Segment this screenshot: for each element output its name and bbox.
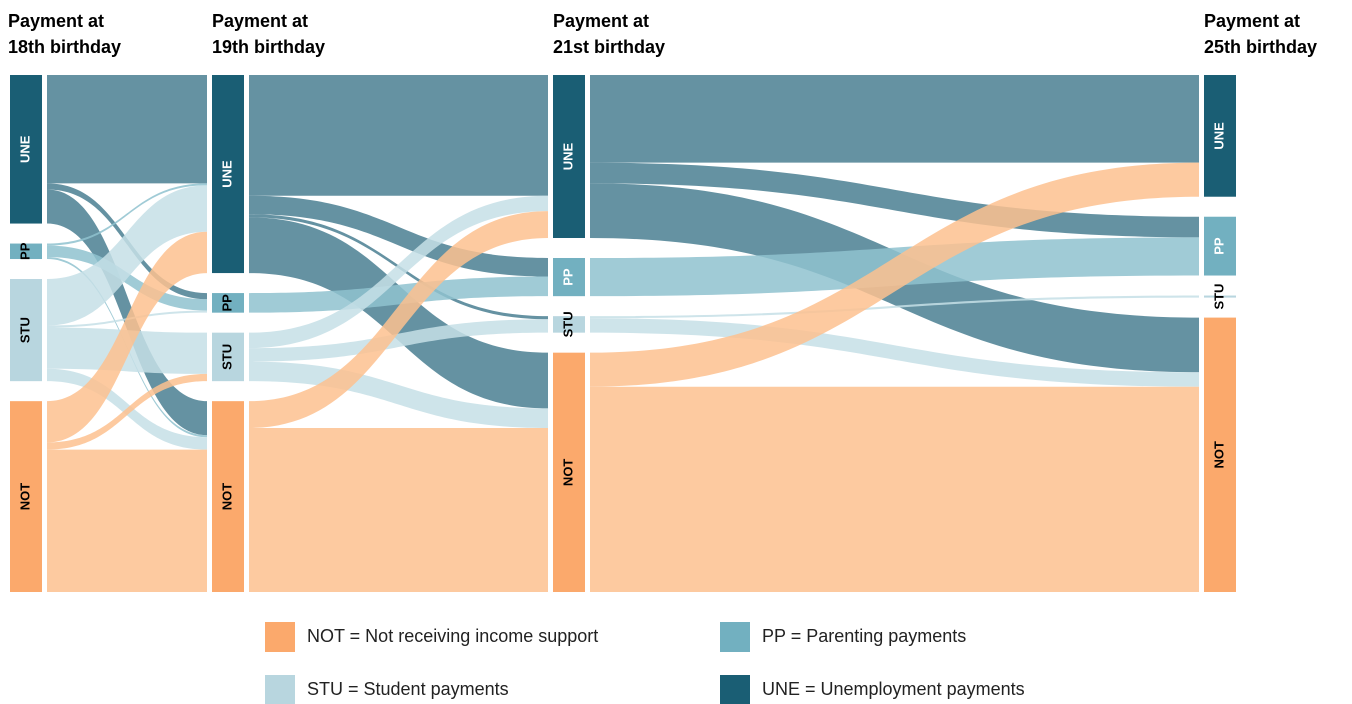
node-label: PP: [560, 268, 575, 286]
node: [553, 316, 585, 333]
flow-link: [249, 195, 548, 349]
node-label: PP: [17, 242, 32, 260]
flow-link: [47, 373, 207, 450]
flow-link: [47, 185, 207, 326]
node-label: PP: [219, 294, 234, 312]
flow-link: [590, 386, 1199, 592]
node-label: NOT: [219, 483, 234, 511]
node-label: UNE: [17, 135, 32, 163]
stage-title: 21st birthday: [553, 37, 665, 57]
legend-label: PP = Parenting payments: [762, 626, 966, 646]
flow-link: [249, 75, 548, 196]
flow-link: [249, 319, 548, 362]
node-label: STU: [1211, 284, 1226, 310]
links: [47, 75, 1199, 592]
node-label: PP: [1211, 237, 1226, 255]
legend-swatch: [720, 675, 750, 704]
node: [212, 293, 244, 313]
node-label: UNE: [1211, 122, 1226, 150]
stage-title: 19th birthday: [212, 37, 325, 57]
flow-link: [47, 183, 207, 246]
node-label: STU: [219, 344, 234, 370]
stage-title: Payment at: [1204, 11, 1300, 31]
node-label: STU: [560, 311, 575, 337]
node-label: UNE: [560, 142, 575, 170]
node: [553, 352, 585, 592]
node: [1204, 216, 1236, 276]
node-label: NOT: [560, 459, 575, 487]
flow-link: [249, 276, 548, 313]
flow-link: [590, 75, 1199, 163]
node: [1204, 295, 1236, 298]
node: [212, 332, 244, 382]
legend-swatch: [720, 622, 750, 652]
legend-swatch: [265, 675, 295, 704]
flow-link: [47, 449, 207, 592]
flow-link: [249, 361, 548, 428]
flow-link: [590, 162, 1199, 387]
flow-link: [47, 189, 207, 436]
flow-link: [590, 162, 1199, 238]
node: [10, 401, 42, 592]
legend-label: UNE = Unemployment payments: [762, 679, 1025, 699]
node: [1204, 75, 1236, 197]
flow-link: [590, 295, 1199, 319]
node-label: STU: [17, 317, 32, 343]
flow-link: [47, 75, 207, 184]
stage-title: Payment at: [212, 11, 308, 31]
node: [212, 75, 244, 274]
node-label: NOT: [17, 483, 32, 511]
node: [1204, 317, 1236, 592]
flow-link: [249, 211, 548, 428]
node: [553, 257, 585, 297]
flow-link: [249, 427, 548, 592]
node-label: NOT: [1211, 441, 1226, 469]
flow-link: [47, 231, 207, 443]
node: [212, 401, 244, 592]
legend-label: STU = Student payments: [307, 679, 509, 699]
node: [10, 243, 42, 260]
legend-label: NOT = Not receiving income support: [307, 626, 598, 646]
node: [553, 75, 585, 238]
stage-title: 25th birthday: [1204, 37, 1317, 57]
legend-swatch: [265, 622, 295, 652]
node: [10, 75, 42, 224]
node: [10, 279, 42, 382]
stage-title: Payment at: [8, 11, 104, 31]
node-label: UNE: [219, 160, 234, 188]
stage-title: 18th birthday: [8, 37, 121, 57]
stage-title: Payment at: [553, 11, 649, 31]
